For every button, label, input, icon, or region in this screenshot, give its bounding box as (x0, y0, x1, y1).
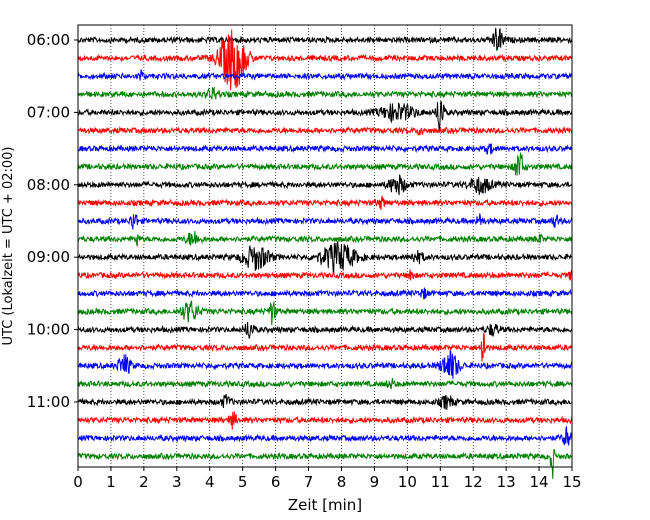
x-tick-label-7: 7 (304, 473, 314, 491)
y-axis-ticks: 06:00 07:00 08:00 09:00 10:00 11:00 (27, 31, 78, 411)
x-tick-label-11: 11 (431, 473, 450, 491)
trace-row-13 (77, 269, 573, 281)
trace-row-16 (77, 322, 573, 339)
x-tick-label-1: 1 (106, 473, 116, 491)
trace-row-2 (77, 69, 573, 81)
trace-row-9 (77, 195, 573, 211)
x-tick-label-2: 2 (139, 473, 149, 491)
trace-row-3 (77, 85, 573, 101)
y-tick-label-3: 09:00 (27, 248, 70, 266)
x-tick-label-6: 6 (271, 473, 281, 491)
trace-row-5 (77, 125, 572, 136)
trace-row-22 (77, 426, 573, 446)
trace-row-4 (77, 101, 573, 132)
trace-row-23 (77, 448, 573, 479)
trace-row-8 (77, 174, 573, 196)
trace-row-14 (77, 287, 573, 300)
x-tick-label-13: 13 (497, 473, 516, 491)
y-tick-label-1: 07:00 (27, 103, 70, 121)
trace-row-11 (77, 231, 573, 248)
trace-row-6 (77, 143, 573, 155)
trace-row-21 (77, 411, 573, 430)
x-tick-label-3: 3 (172, 473, 182, 491)
x-tick-label-10: 10 (398, 473, 417, 491)
x-axis-label: Zeit [min] (288, 496, 362, 514)
trace-row-10 (77, 213, 573, 230)
x-tick-label-0: 0 (73, 473, 83, 491)
trace-row-17 (77, 332, 573, 362)
y-tick-label-5: 11:00 (27, 393, 70, 411)
x-tick-label-12: 12 (464, 473, 483, 491)
trace-row-0 (77, 27, 573, 51)
x-tick-label-5: 5 (238, 473, 248, 491)
trace-row-12 (77, 241, 573, 274)
x-axis-ticks: 0 1 2 3 4 5 6 7 8 9 10 11 12 13 14 15 (73, 467, 582, 491)
trace-row-15 (77, 300, 573, 326)
plot-frame (77, 24, 573, 468)
trace-row-20 (77, 394, 573, 410)
trace-row-1 (77, 29, 573, 91)
y-tick-label-0: 06:00 (27, 31, 70, 49)
trace-row-19 (77, 378, 573, 390)
x-tick-label-14: 14 (530, 473, 549, 491)
y-axis-label: UTC (Lokalzeit = UTC + 02:00) (1, 147, 16, 346)
x-tick-label-15: 15 (562, 473, 581, 491)
trace-row-18 (77, 349, 573, 379)
x-tick-label-9: 9 (370, 473, 380, 491)
trace-row-7 (77, 152, 573, 176)
x-tick-label-8: 8 (337, 473, 347, 491)
trace-rows (77, 27, 573, 479)
y-tick-label-4: 10:00 (27, 321, 70, 339)
y-tick-label-2: 08:00 (27, 176, 70, 194)
x-tick-label-4: 4 (205, 473, 215, 491)
